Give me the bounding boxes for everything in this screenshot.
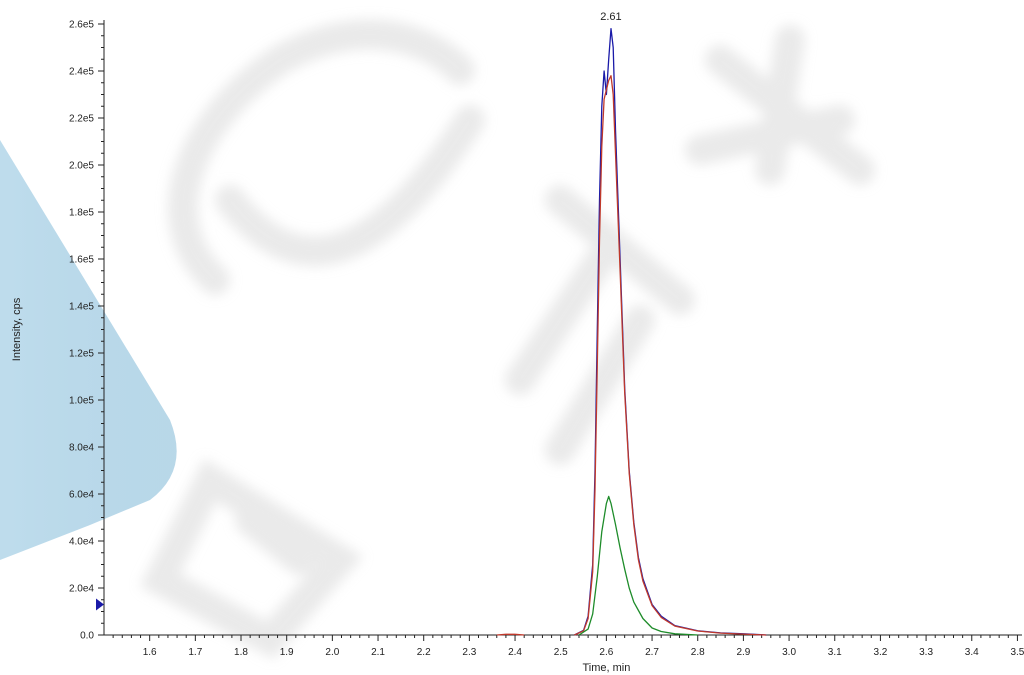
x-tick-label: 3.2 xyxy=(873,647,887,658)
axes xyxy=(103,20,1022,636)
x-tick-label: 2.5 xyxy=(554,647,568,658)
y-tick-label: 1.4e5 xyxy=(69,302,94,313)
watermark-gray-strokes xyxy=(140,19,875,659)
x-tick-label: 3.3 xyxy=(919,647,933,658)
series-line-2 xyxy=(574,75,767,636)
y-tick-label: 1.2e5 xyxy=(69,349,94,360)
y-tick-label: 2.0e4 xyxy=(69,584,94,595)
y-tick-label: 1.0e5 xyxy=(69,396,94,407)
x-tick-label: 3.4 xyxy=(965,647,979,658)
x-tick-label: 1.8 xyxy=(234,647,248,658)
series-layer xyxy=(496,28,767,636)
y-tick-label: 6.0e4 xyxy=(69,490,94,501)
x-tick-label: 2.4 xyxy=(508,647,522,658)
x-tick-label: 1.7 xyxy=(188,647,202,658)
series-line-3 xyxy=(578,495,698,636)
x-tick-label: 2.3 xyxy=(462,647,476,658)
y-tick-label: 2.2e5 xyxy=(69,114,94,125)
x-tick-label: 2.1 xyxy=(371,647,385,658)
x-tick-label: 2.8 xyxy=(691,647,705,658)
y-tick-label: 8.0e4 xyxy=(69,443,94,454)
y-tick-label: 2.4e5 xyxy=(69,67,94,78)
y-tick-label: 2.6e5 xyxy=(69,20,94,31)
x-tick-label: 1.6 xyxy=(143,647,157,658)
y-tick-label: 2.0e5 xyxy=(69,161,94,172)
x-tick-label: 3.0 xyxy=(782,647,796,658)
y-tick-label: 1.8e5 xyxy=(69,208,94,219)
x-tick-label: 2.9 xyxy=(736,647,750,658)
watermark-blue-shape xyxy=(0,140,177,560)
baseline-marker-icon xyxy=(96,598,104,611)
x-tick-label: 2.7 xyxy=(645,647,659,658)
y-axis-title: Intensity, cps xyxy=(11,297,23,361)
x-tick-label: 3.5 xyxy=(1010,647,1024,658)
y-axis-ticks: 0.0 2.0e4 4.0e4 6.0e4 8.0e4 1.0e5 1.2e5 1.4e5 1.… xyxy=(69,20,104,642)
x-tick-label: 1.9 xyxy=(280,647,294,658)
x-tick-label: 3.1 xyxy=(828,647,842,658)
x-axis-ticks: 1.6 1.7 1.8 1.9 2.0 2.1 2.2 2.3 2.4 2.5 2.6 2.7 2.8 2… xyxy=(112,635,1024,658)
y-tick-label: 1.6e5 xyxy=(69,255,94,266)
y-tick-label: 4.0e4 xyxy=(69,537,94,548)
peak-label: 2.61 xyxy=(600,11,621,23)
x-tick-label: 2.6 xyxy=(599,647,613,658)
y-tick-label: 0.0 xyxy=(80,631,94,642)
x-tick-label: 2.2 xyxy=(417,647,431,658)
series-line-4 xyxy=(496,633,525,636)
x-tick-label: 2.0 xyxy=(325,647,339,658)
x-axis-title: Time, min xyxy=(582,662,630,674)
